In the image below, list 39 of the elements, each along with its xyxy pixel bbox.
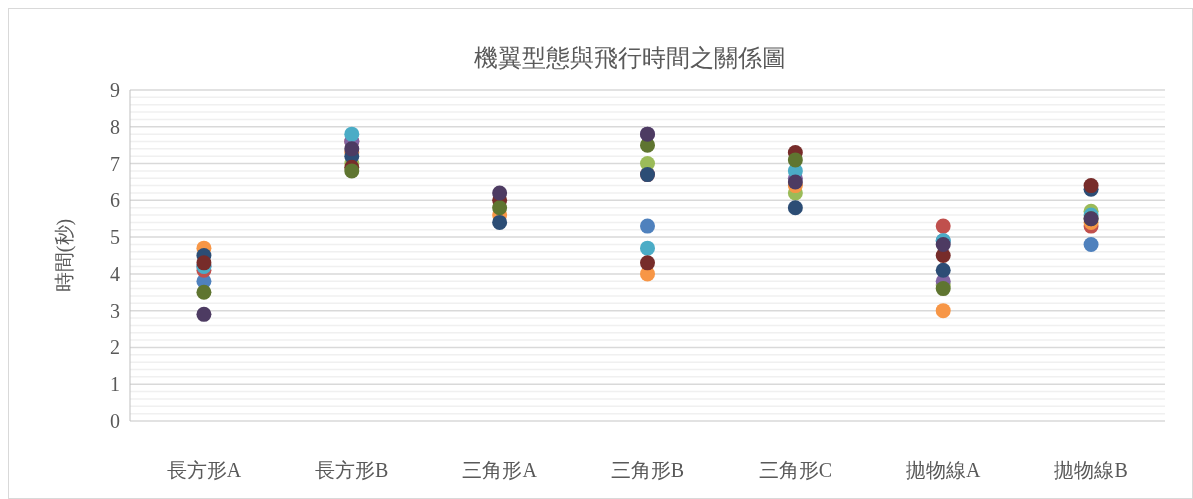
point [344, 141, 360, 157]
point [492, 185, 508, 201]
x-tick-label: 拋物線A [905, 459, 981, 481]
point [196, 255, 212, 271]
y-tick-label: 7 [110, 152, 120, 175]
point [640, 240, 655, 256]
x-tick-label: 三角形C [758, 459, 833, 481]
y-tick-label: 2 [110, 336, 120, 359]
point [935, 218, 951, 234]
point [640, 218, 655, 234]
point [935, 303, 951, 319]
point [196, 306, 212, 322]
point [935, 262, 951, 278]
point [935, 281, 951, 297]
point [787, 200, 803, 216]
point [640, 255, 655, 271]
point [787, 152, 803, 168]
y-tick-label: 9 [110, 79, 120, 101]
y-tick-label: 3 [110, 299, 120, 322]
x-tick-label: 長方形A [166, 459, 242, 481]
point [196, 284, 212, 300]
y-tick-label: 5 [110, 226, 120, 249]
y-tick-label: 0 [110, 410, 120, 432]
y-axis-title: 時間(秒) [53, 218, 76, 293]
y-tick-label: 1 [110, 373, 120, 396]
point [1083, 236, 1099, 252]
chart-title: 機翼型態與飛行時間之關係圖 [473, 45, 786, 71]
y-tick-label: 6 [110, 189, 120, 212]
point [492, 214, 508, 230]
x-tick-label: 三角形A [462, 459, 538, 481]
y-tick-label: 8 [110, 115, 120, 138]
point [787, 174, 803, 190]
point [344, 126, 360, 142]
point [492, 200, 508, 216]
y-tick-label: 4 [110, 262, 120, 285]
x-tick-label: 拋物線B [1054, 459, 1128, 481]
x-tick-label: 長方形B [315, 459, 389, 481]
x-tick-label: 三角形B [610, 459, 685, 481]
point [344, 163, 360, 179]
